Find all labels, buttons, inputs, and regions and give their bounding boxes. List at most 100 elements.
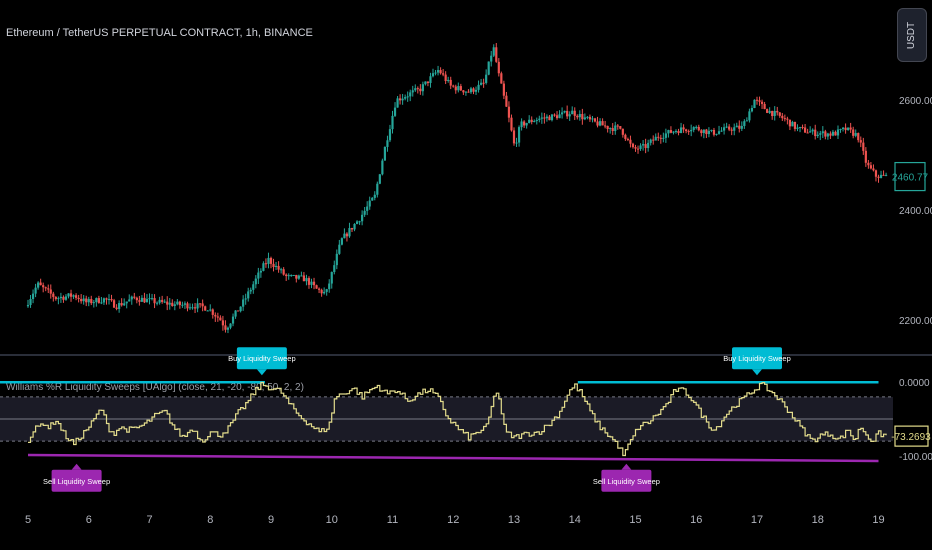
candle-body <box>864 150 867 163</box>
candle-body <box>788 119 792 127</box>
price-axis-label: 2400.00 <box>899 206 932 217</box>
candle-body <box>626 138 630 140</box>
candle-body <box>368 200 371 207</box>
candle-body <box>404 97 407 99</box>
candle-body <box>515 142 518 144</box>
candle-body <box>105 298 108 300</box>
candle-body <box>636 148 640 150</box>
williams-r-line <box>28 381 887 457</box>
candle-body <box>44 287 47 289</box>
candle-body <box>649 139 652 143</box>
candle-body <box>206 310 209 312</box>
candle-body <box>280 269 283 271</box>
pane-divider[interactable] <box>0 354 932 356</box>
candle-body <box>538 118 541 120</box>
candle-body <box>292 274 295 276</box>
candle-body <box>697 126 700 131</box>
last-price-tag <box>894 161 926 192</box>
candle-body <box>553 114 556 116</box>
candle-body <box>419 88 422 92</box>
candle-body <box>361 214 364 222</box>
time-axis-label: 14 <box>569 514 581 526</box>
candle-body <box>540 117 543 119</box>
currency-button[interactable]: USDT <box>897 8 927 62</box>
candle-body <box>396 98 399 108</box>
candle-body <box>773 110 776 117</box>
candle-body <box>674 131 678 133</box>
candle-body <box>839 129 842 131</box>
candle-body <box>700 130 703 134</box>
candle-body <box>639 145 642 149</box>
time-axis-label: 7 <box>146 514 152 526</box>
candle-body <box>717 131 721 134</box>
candle-body <box>67 293 70 297</box>
candle-body <box>262 263 265 271</box>
candle-body <box>107 299 111 301</box>
candle-body <box>702 129 705 134</box>
candle-body <box>186 303 189 309</box>
candle-body <box>388 129 392 141</box>
buy-sweep-label: Buy Liquidity Sweep <box>228 354 296 363</box>
candle-body <box>426 81 430 83</box>
candle-body <box>555 115 559 119</box>
candle-body <box>143 297 146 303</box>
candle-body <box>64 296 68 300</box>
candle-body <box>793 121 797 129</box>
candle-body <box>738 125 741 129</box>
wr-axis-label: -100.0000 <box>899 452 932 463</box>
candle-body <box>57 298 60 300</box>
candle-body <box>652 139 655 141</box>
candle-body <box>614 125 617 132</box>
candle-body <box>315 285 318 289</box>
candle-body <box>816 134 819 137</box>
candle-body <box>826 133 829 137</box>
candle-body <box>877 176 880 178</box>
candle-body <box>244 298 247 300</box>
candle-body <box>153 298 156 304</box>
candle-body <box>548 116 551 121</box>
candle-body <box>110 299 113 301</box>
candle-body <box>168 302 171 305</box>
candle-body <box>573 110 576 116</box>
candle-body <box>130 296 133 300</box>
candle-body <box>229 323 232 328</box>
candle-body <box>507 106 511 118</box>
candle-body <box>872 168 875 171</box>
buy-sweep-label-box <box>732 347 782 370</box>
candle-body <box>328 283 331 290</box>
candle-body <box>209 309 212 311</box>
candle-body <box>163 301 166 303</box>
candle-body <box>454 86 457 91</box>
candle-body <box>874 170 878 177</box>
candle-body <box>439 70 442 74</box>
candle-body <box>272 263 275 268</box>
candle-body <box>161 299 164 302</box>
candle-body <box>350 228 354 230</box>
candle-body <box>634 147 637 149</box>
candle-body <box>300 275 303 277</box>
candle-body <box>29 298 32 305</box>
candle-body <box>829 133 832 136</box>
candle-body <box>444 74 447 81</box>
candle-body <box>269 257 273 264</box>
candle-body <box>290 275 293 277</box>
candle-body <box>621 128 624 135</box>
candle-body <box>401 98 404 101</box>
time-axis-label: 12 <box>447 514 459 526</box>
candle-body <box>528 119 531 123</box>
candle-body <box>335 253 338 266</box>
candle-body <box>138 300 141 302</box>
candle-body <box>148 298 151 300</box>
candle-body <box>92 302 95 304</box>
candle-body <box>543 117 546 119</box>
candle-body <box>37 282 40 288</box>
candle-body <box>510 117 513 131</box>
candle-body <box>181 304 184 306</box>
candle-body <box>330 272 333 284</box>
candle-body <box>236 310 240 312</box>
candle-body <box>247 291 250 299</box>
candle-body <box>358 221 361 223</box>
candle-body <box>421 84 424 92</box>
candle-body <box>442 73 445 75</box>
